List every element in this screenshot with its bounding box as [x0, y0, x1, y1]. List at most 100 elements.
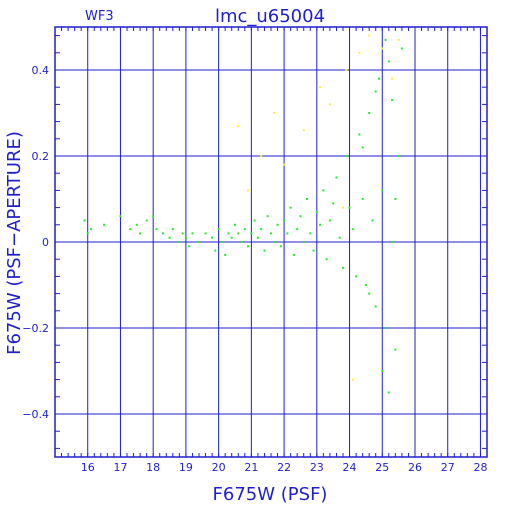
x-tick-label: 27	[441, 461, 455, 474]
data-point	[260, 228, 263, 231]
data-point	[283, 163, 286, 166]
data-point	[234, 223, 236, 226]
data-point	[168, 236, 171, 239]
data-point	[162, 232, 164, 235]
data-point	[302, 129, 305, 132]
data-point	[283, 219, 286, 222]
data-point	[358, 51, 361, 54]
data-point	[384, 38, 387, 41]
y-axis-label: F675W (PSF−APERTURE)	[4, 131, 25, 355]
data-point	[315, 210, 318, 213]
data-point	[253, 219, 256, 222]
x-tick-label: 23	[310, 461, 324, 474]
data-point	[135, 223, 138, 226]
data-point	[279, 245, 282, 248]
data-point	[217, 228, 220, 231]
data-point	[319, 223, 322, 226]
y-tick-label: 0.2	[32, 150, 50, 163]
data-point	[152, 215, 155, 218]
data-point	[351, 228, 354, 231]
data-point	[276, 223, 279, 226]
data-point	[86, 232, 89, 235]
data-point	[400, 47, 403, 50]
data-point	[178, 241, 181, 243]
data-point	[374, 305, 377, 308]
data-point	[260, 155, 263, 157]
data-point	[256, 236, 259, 239]
data-point	[181, 232, 184, 235]
data-point	[263, 249, 266, 252]
data-point	[214, 249, 217, 252]
data-point	[299, 215, 302, 218]
data-point	[227, 232, 230, 235]
data-point	[319, 86, 322, 89]
x-tick-label: 26	[408, 461, 422, 474]
data-point	[322, 189, 325, 192]
y-tick-labels: −0.4 −0.2 0 0.2 0.4	[22, 64, 49, 421]
data-point	[397, 38, 400, 41]
data-point	[270, 232, 272, 235]
data-point	[266, 215, 269, 218]
data-point	[119, 215, 122, 218]
data-point	[345, 155, 348, 157]
x-tick-label: 20	[212, 461, 226, 474]
data-point	[361, 146, 364, 149]
data-point	[391, 99, 394, 102]
grid-lines	[55, 27, 487, 457]
data-point	[397, 155, 400, 157]
data-point	[325, 258, 328, 261]
chart-subtitle: WF3	[85, 9, 114, 24]
data-point	[309, 232, 312, 235]
axis-ticks	[55, 27, 488, 457]
data-point	[273, 112, 276, 114]
data-point	[188, 245, 191, 248]
data-point	[230, 236, 233, 239]
data-point	[129, 228, 132, 231]
data-point	[171, 228, 174, 231]
x-tick-label: 17	[113, 461, 127, 474]
x-tick-labels: 16 17 18 19 20 21 22 23 24 25 26 27 28	[81, 461, 488, 474]
data-point	[374, 90, 377, 93]
data-point	[90, 228, 92, 231]
data-point	[155, 228, 158, 231]
x-tick-label: 16	[81, 461, 95, 474]
data-point	[342, 266, 344, 269]
data-point	[355, 275, 358, 278]
data-point	[384, 327, 387, 329]
data-point	[306, 198, 308, 200]
data-point	[387, 60, 390, 63]
data-point	[345, 69, 348, 71]
data-point	[361, 198, 364, 200]
x-tick-label: 21	[244, 461, 258, 474]
x-tick-label: 19	[179, 461, 193, 474]
data-point	[371, 219, 374, 222]
data-point	[139, 232, 142, 235]
y-tick-label: 0	[42, 236, 49, 249]
data-point	[204, 232, 207, 235]
data-point	[237, 232, 240, 235]
data-point	[328, 219, 331, 222]
data-point	[368, 34, 371, 37]
data-point	[273, 241, 276, 243]
data-point	[296, 228, 299, 231]
data-point	[302, 241, 305, 243]
data-point	[292, 253, 295, 256]
data-point	[243, 228, 246, 231]
data-point	[289, 206, 292, 209]
y-tick-label: −0.2	[22, 322, 49, 335]
data-point	[332, 202, 335, 205]
x-tick-label: 22	[277, 461, 291, 474]
data-point	[358, 133, 361, 136]
data-point	[312, 249, 315, 252]
data-point	[328, 103, 331, 106]
data-point	[381, 47, 384, 50]
data-point	[378, 77, 380, 80]
data-point	[198, 241, 200, 243]
data-point	[240, 241, 243, 243]
data-point	[368, 292, 371, 295]
data-point	[381, 189, 384, 192]
data-points	[83, 34, 403, 394]
data-point	[247, 245, 250, 248]
x-tick-label: 18	[146, 461, 160, 474]
